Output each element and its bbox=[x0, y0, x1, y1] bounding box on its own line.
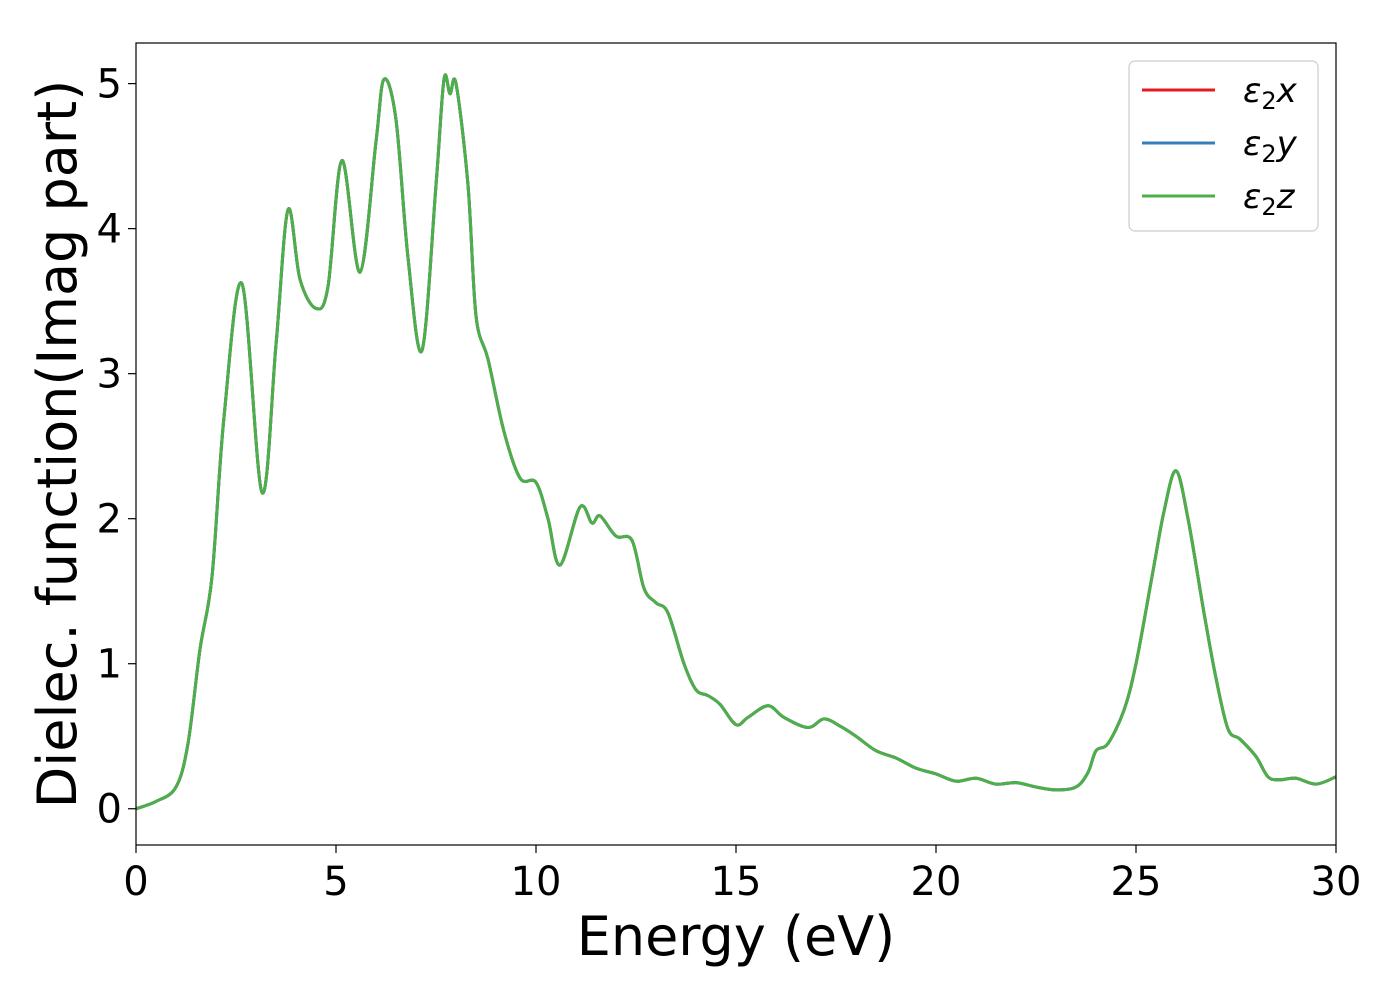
x-axis-ticks: 0 5 10 15 20 25 30 bbox=[123, 845, 1361, 905]
x-tick-label: 0 bbox=[123, 859, 148, 905]
x-tick-label: 10 bbox=[511, 859, 562, 905]
y-axis-title: Dielec. function(Imag part) bbox=[26, 80, 89, 809]
y-tick-label: 3 bbox=[97, 352, 122, 398]
x-tick-label: 5 bbox=[323, 859, 348, 905]
y-axis-ticks: 0 1 2 3 4 5 bbox=[97, 62, 136, 833]
y-tick-label: 2 bbox=[97, 497, 122, 543]
y-tick-label: 1 bbox=[97, 642, 122, 688]
y-tick-label: 4 bbox=[97, 207, 122, 253]
x-tick-label: 15 bbox=[711, 859, 762, 905]
x-tick-label: 20 bbox=[911, 859, 962, 905]
x-tick-label: 25 bbox=[1111, 859, 1162, 905]
y-tick-label: 5 bbox=[97, 62, 122, 108]
x-tick-label: 30 bbox=[1311, 859, 1362, 905]
x-axis-title: Energy (eV) bbox=[577, 905, 896, 968]
y-tick-label: 0 bbox=[97, 787, 122, 833]
